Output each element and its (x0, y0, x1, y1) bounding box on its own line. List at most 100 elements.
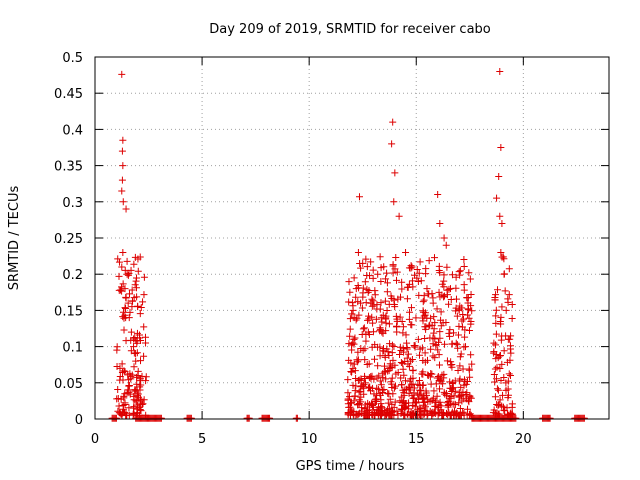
data-point (493, 363, 501, 371)
data-point (132, 357, 140, 365)
data-point (459, 365, 467, 373)
data-point (461, 333, 469, 341)
data-point (428, 321, 436, 329)
data-point (468, 360, 476, 368)
data-point (382, 312, 390, 320)
data-point (446, 326, 454, 334)
data-point (442, 318, 450, 326)
data-point (130, 409, 138, 417)
data-point (134, 267, 142, 275)
data-point (364, 328, 372, 336)
data-point (355, 388, 363, 396)
data-point (136, 377, 144, 385)
data-point (139, 298, 147, 306)
data-point (365, 315, 373, 323)
data-point (388, 140, 396, 148)
data-point (363, 285, 371, 293)
data-point (382, 327, 390, 335)
data-point (413, 274, 421, 282)
data-point (118, 187, 126, 195)
data-point (345, 393, 353, 401)
data-point (512, 414, 520, 422)
data-point (459, 310, 467, 318)
data-point (360, 384, 368, 392)
data-point (393, 328, 401, 336)
data-point (443, 263, 451, 271)
x-tick-label: 5 (198, 432, 206, 447)
data-point (187, 414, 195, 422)
data-point (134, 255, 142, 263)
data-point (384, 406, 392, 414)
data-point (112, 414, 120, 422)
data-point (134, 390, 142, 398)
data-point (452, 295, 460, 303)
data-point (346, 411, 354, 419)
data-point (502, 306, 510, 314)
data-point (345, 278, 353, 286)
data-point (365, 374, 373, 382)
data-point (346, 315, 354, 323)
data-point (419, 298, 427, 306)
data-point (382, 275, 390, 283)
data-point (346, 332, 354, 340)
data-point (430, 254, 438, 262)
data-point (499, 391, 507, 399)
data-point (140, 396, 148, 404)
data-point (420, 296, 428, 304)
data-point (461, 326, 469, 334)
data-point (460, 395, 468, 403)
data-point (456, 353, 464, 361)
data-point (456, 362, 464, 370)
data-point (454, 367, 462, 375)
data-point (360, 324, 368, 332)
data-point (462, 391, 470, 399)
data-point (444, 403, 452, 411)
data-point (132, 349, 140, 357)
data-point (465, 306, 473, 314)
data-point (393, 268, 401, 276)
data-point (136, 310, 144, 318)
data-point (464, 311, 472, 319)
data-point (441, 340, 449, 348)
data-point (403, 344, 411, 352)
data-point (492, 350, 500, 358)
data-point (131, 281, 139, 289)
data-point (374, 406, 382, 414)
data-point (546, 414, 554, 422)
data-point (402, 377, 410, 385)
data-point (422, 391, 430, 399)
data-point (490, 371, 498, 379)
data-point (114, 255, 122, 263)
data-point (123, 270, 131, 278)
data-point (345, 403, 353, 411)
data-point (358, 304, 366, 312)
data-point (432, 341, 440, 349)
axis-ticks: 0 0.05 0.1 0.15 0.2 0.25 0.3 0.35 0.4 0.45 0.5 0 5 10… (54, 51, 609, 447)
data-point (408, 263, 416, 271)
data-point (142, 339, 150, 347)
data-point (384, 348, 392, 356)
data-point (361, 278, 369, 286)
data-point (364, 399, 372, 407)
data-point (415, 351, 423, 359)
data-point (347, 359, 355, 367)
data-point (361, 356, 369, 364)
data-point (497, 144, 505, 151)
data-point (361, 372, 369, 380)
data-point (140, 352, 148, 360)
data-point (126, 308, 134, 316)
data-point (437, 322, 445, 330)
data-point (460, 281, 468, 289)
data-point (382, 375, 390, 383)
data-point (423, 285, 431, 293)
x-axis-label: GPS time / hours (296, 459, 405, 474)
data-point (369, 274, 377, 282)
data-point (460, 263, 468, 271)
data-point (391, 303, 399, 311)
data-point (119, 248, 127, 256)
data-point (465, 314, 473, 322)
data-point (398, 278, 406, 286)
x-tick-label: 20 (515, 432, 532, 447)
data-point (389, 118, 397, 126)
data-point (381, 297, 389, 305)
